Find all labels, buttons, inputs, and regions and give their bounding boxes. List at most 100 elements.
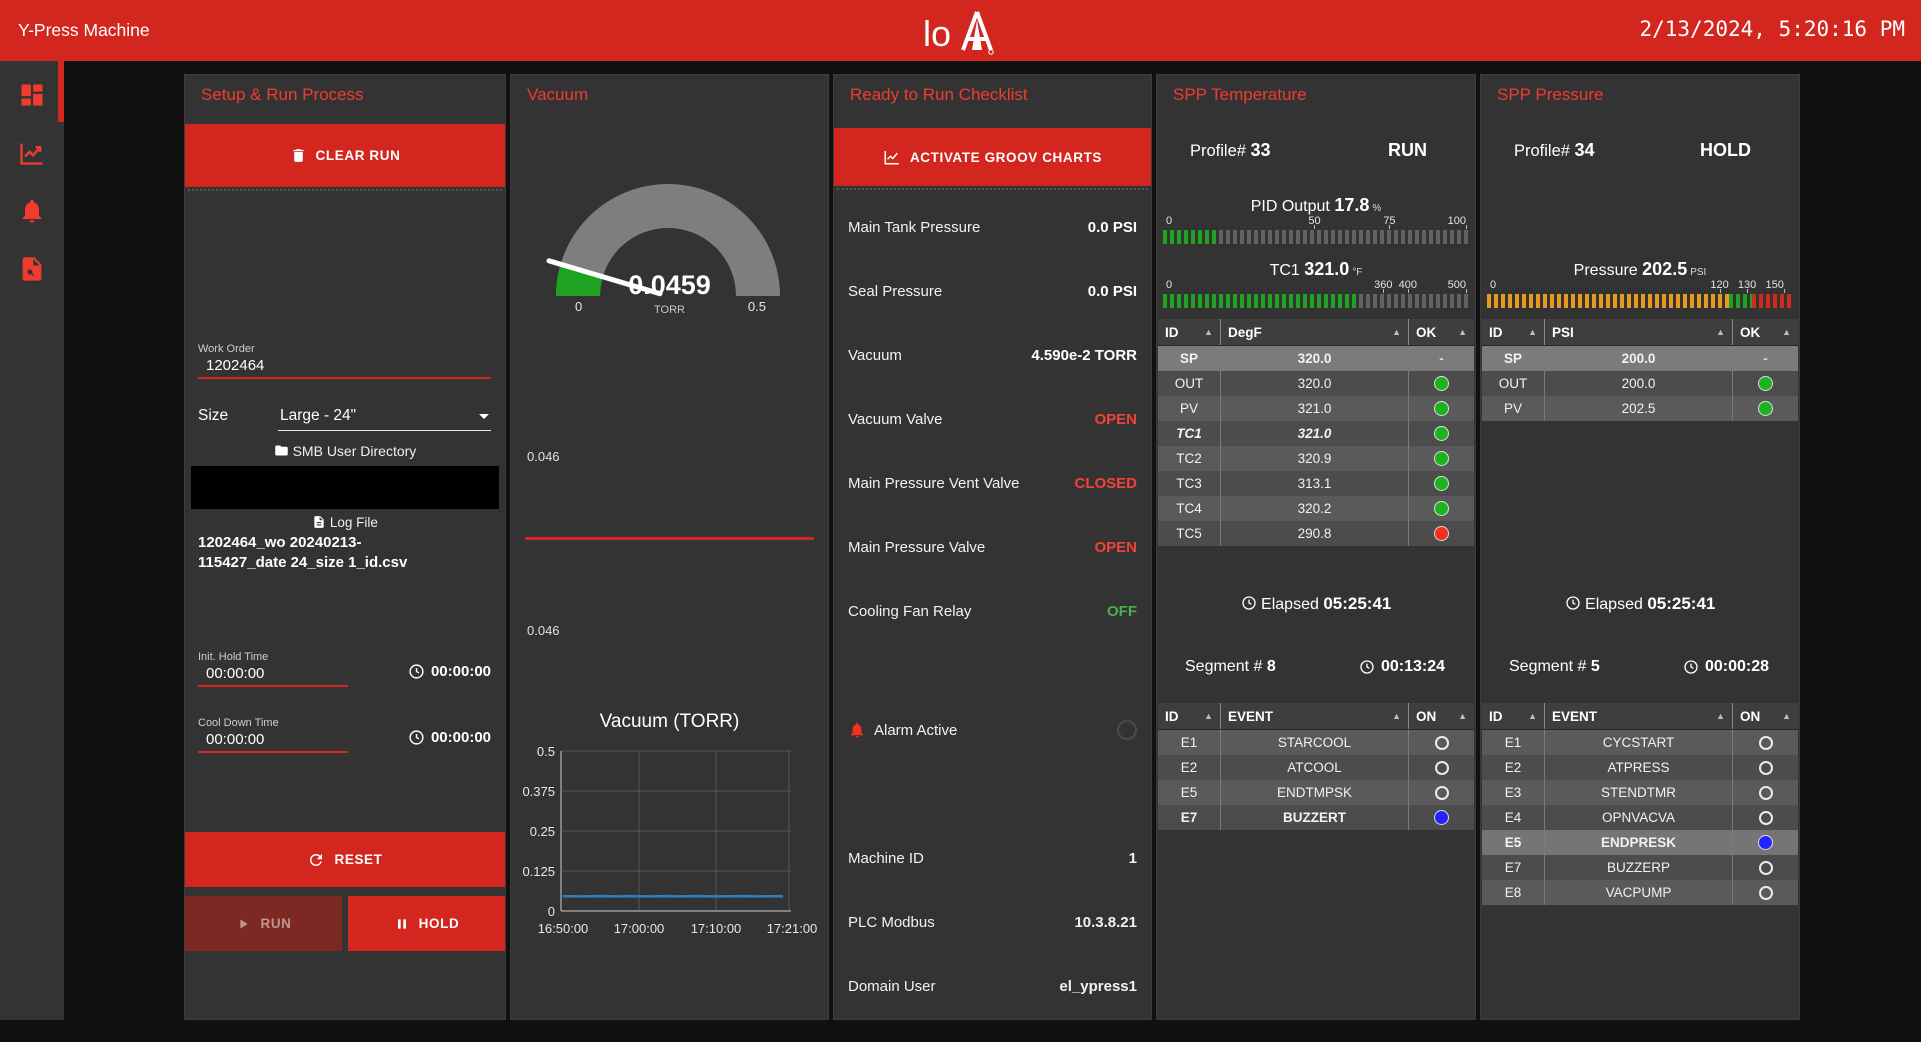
status-cell (1409, 730, 1474, 755)
bar-tick-label: 0 (1166, 279, 1172, 291)
segment-row: Segment # 5 00:00:28 (1481, 658, 1799, 676)
bar-tick-mark (1466, 225, 1467, 229)
init-hold-label: Init. Hold Time (198, 651, 491, 663)
svg-text:17:10:00: 17:10:00 (691, 921, 742, 936)
bar-tick-mark (1720, 289, 1721, 293)
row-id: OUT (1158, 371, 1221, 396)
checklist-value: 4.590e-2 TORR (1031, 347, 1137, 411)
status-cell (1409, 396, 1474, 421)
bell-icon[interactable] (18, 197, 46, 225)
size-select[interactable]: Large - 24" (278, 405, 491, 431)
row-value: 320.0 (1221, 346, 1409, 371)
bar-tick-mark (1389, 225, 1390, 229)
column-header-on[interactable]: ON▲ (1409, 703, 1474, 729)
size-selected-value: Large - 24" (280, 407, 356, 424)
status-dot-green (1434, 426, 1449, 441)
machine-info-row: Machine ID 1 (834, 850, 1151, 914)
status-dot-green (1434, 451, 1449, 466)
row-id: TC4 (1158, 496, 1221, 521)
row-id: OUT (1482, 371, 1545, 396)
clock-icon (1565, 595, 1581, 611)
status-ring-off (1435, 761, 1449, 775)
status-ring-off (1759, 886, 1773, 900)
row-id: TC2 (1158, 446, 1221, 471)
column-header-event[interactable]: EVENT▲ (1545, 703, 1733, 729)
bar-tick-label: 0 (1166, 215, 1172, 227)
checklist-value: OFF (1107, 603, 1137, 667)
chevron-down-icon (479, 414, 489, 419)
row-value: 320.2 (1221, 496, 1409, 521)
cool-down-input[interactable] (198, 729, 348, 753)
column-header-id[interactable]: ID▲ (1482, 703, 1545, 729)
work-order-label: Work Order (198, 343, 491, 355)
clock-icon (408, 729, 425, 746)
dashboard-icon[interactable] (18, 81, 46, 109)
status-cell (1409, 755, 1474, 780)
run-button[interactable]: RUN (185, 896, 342, 951)
work-order-input[interactable] (198, 355, 491, 379)
level-value-bottom: 0.046 (527, 623, 560, 638)
folder-icon (274, 443, 289, 458)
status-cell (1733, 855, 1798, 880)
column-header-psi[interactable]: PSI▲ (1545, 319, 1733, 345)
info-label: Domain User (848, 978, 936, 1042)
work-order-field: Work Order (198, 343, 491, 379)
status-cell (1409, 521, 1474, 546)
column-header-ok[interactable]: OK▲ (1409, 319, 1474, 345)
event-name: ENDPRESK (1545, 830, 1733, 855)
bar-tick-mark (1466, 289, 1467, 293)
row-id: E1 (1158, 730, 1221, 755)
row-value: 200.0 (1545, 371, 1733, 396)
sort-icon: ▲ (1716, 327, 1725, 337)
column-header-id[interactable]: ID▲ (1482, 319, 1545, 345)
status-cell (1733, 830, 1798, 855)
bar-tick-label: 150 (1765, 279, 1783, 291)
column-header-ok[interactable]: OK▲ (1733, 319, 1798, 345)
smb-directory-input[interactable] (191, 466, 499, 509)
iot-logo: lo (919, 6, 1003, 61)
activate-groov-charts-button[interactable]: ACTIVATE GROOV CHARTS (834, 128, 1151, 186)
trash-icon (290, 147, 307, 164)
info-label: Machine ID (848, 850, 924, 914)
clock-icon (1683, 659, 1699, 675)
chart-icon (883, 148, 901, 166)
row-id: E4 (1482, 805, 1545, 830)
trend-chart-icon[interactable] (18, 139, 46, 167)
log-search-icon[interactable] (18, 255, 46, 283)
column-header-event[interactable]: EVENT▲ (1221, 703, 1409, 729)
panel-title: SPP Temperature (1173, 85, 1307, 105)
init-hold-input[interactable] (198, 663, 348, 687)
event-name: BUZZERP (1545, 855, 1733, 880)
info-value: 1 (1129, 850, 1137, 914)
table-header: ID▲DegF▲OK▲ (1158, 319, 1474, 346)
column-header-id[interactable]: ID▲ (1158, 703, 1221, 729)
row-value: 290.8 (1221, 521, 1409, 546)
column-header-on[interactable]: ON▲ (1733, 703, 1798, 729)
status-cell (1733, 396, 1798, 421)
status-dot-green (1434, 476, 1449, 491)
reset-button[interactable]: RESET (185, 832, 505, 887)
status-cell (1409, 496, 1474, 521)
clear-run-button[interactable]: CLEAR RUN (185, 124, 505, 187)
hold-button[interactable]: HOLD (348, 896, 505, 951)
event-name: STARCOOL (1221, 730, 1409, 755)
event-name: ATCOOL (1221, 755, 1409, 780)
column-header-id[interactable]: ID▲ (1158, 319, 1221, 345)
column-header-degf[interactable]: DegF▲ (1221, 319, 1409, 345)
panel-title: Vacuum (527, 85, 588, 105)
panel-title: Ready to Run Checklist (850, 85, 1028, 105)
table-header: ID▲EVENT▲ON▲ (1158, 703, 1474, 730)
